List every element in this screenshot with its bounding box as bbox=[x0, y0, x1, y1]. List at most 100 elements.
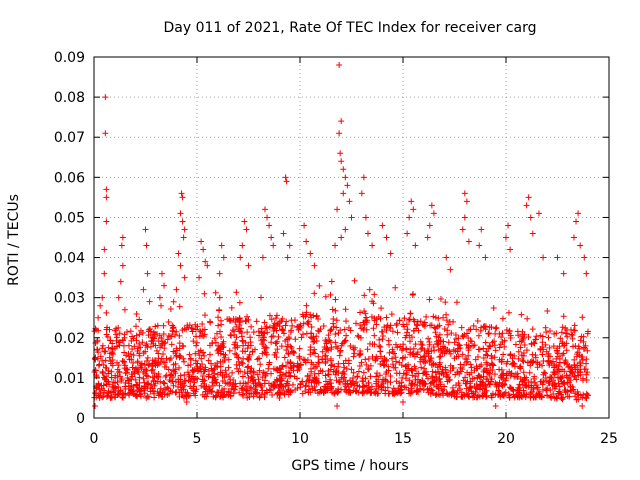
data-point bbox=[479, 379, 486, 386]
data-point bbox=[402, 334, 409, 341]
data-point bbox=[492, 379, 499, 386]
data-point bbox=[359, 384, 366, 391]
data-point bbox=[445, 321, 452, 328]
data-point bbox=[417, 338, 424, 345]
data-point bbox=[540, 254, 547, 261]
data-point bbox=[209, 379, 216, 386]
data-point bbox=[150, 334, 157, 341]
data-point bbox=[560, 270, 567, 277]
data-point bbox=[413, 370, 420, 377]
data-point bbox=[255, 328, 262, 335]
data-point bbox=[524, 359, 531, 366]
data-point bbox=[107, 337, 114, 344]
data-point bbox=[177, 210, 184, 217]
data-point bbox=[118, 242, 125, 249]
data-point bbox=[577, 360, 584, 367]
data-point bbox=[268, 339, 275, 346]
data-point bbox=[392, 284, 399, 291]
data-point bbox=[584, 369, 591, 376]
data-point bbox=[351, 350, 358, 357]
data-point bbox=[496, 344, 503, 351]
data-point bbox=[313, 375, 320, 382]
data-point bbox=[477, 327, 484, 334]
y-axis-label: ROTI / TECUs bbox=[6, 194, 22, 286]
data-point bbox=[583, 371, 590, 378]
data-point bbox=[192, 388, 199, 395]
data-point bbox=[528, 341, 535, 348]
data-point bbox=[366, 286, 373, 293]
data-point bbox=[447, 266, 454, 273]
data-point bbox=[180, 355, 187, 362]
data-point bbox=[196, 352, 203, 359]
data-point bbox=[215, 342, 222, 349]
data-point bbox=[583, 270, 590, 277]
data-point bbox=[426, 358, 433, 365]
data-point bbox=[525, 384, 532, 391]
data-point bbox=[122, 386, 129, 393]
data-point bbox=[143, 372, 150, 379]
data-point bbox=[444, 390, 451, 397]
data-point bbox=[543, 348, 550, 355]
data-point bbox=[179, 218, 186, 225]
data-point bbox=[555, 374, 562, 381]
data-point bbox=[345, 357, 352, 364]
data-point bbox=[418, 346, 425, 353]
data-point bbox=[270, 242, 277, 249]
data-point bbox=[461, 214, 468, 221]
data-point bbox=[465, 238, 472, 245]
data-point bbox=[149, 374, 156, 381]
data-point bbox=[231, 328, 238, 335]
data-point bbox=[543, 329, 550, 336]
data-point bbox=[281, 354, 288, 361]
data-point bbox=[521, 342, 528, 349]
data-point bbox=[454, 369, 461, 376]
data-point bbox=[287, 329, 294, 336]
data-point bbox=[332, 339, 339, 346]
data-point bbox=[113, 325, 120, 332]
data-point bbox=[170, 298, 177, 305]
data-point bbox=[507, 351, 514, 358]
data-point bbox=[459, 366, 466, 373]
data-point bbox=[259, 254, 266, 261]
data-point bbox=[546, 380, 553, 387]
data-point bbox=[270, 332, 277, 339]
data-point bbox=[191, 379, 198, 386]
data-point bbox=[430, 210, 437, 217]
data-point bbox=[222, 367, 229, 374]
data-point bbox=[144, 354, 151, 361]
data-point bbox=[515, 355, 522, 362]
data-point bbox=[485, 330, 492, 337]
data-point bbox=[308, 334, 315, 341]
data-point bbox=[271, 351, 278, 358]
data-point bbox=[126, 356, 133, 363]
data-point bbox=[100, 370, 107, 377]
data-point bbox=[449, 384, 456, 391]
data-point bbox=[277, 378, 284, 385]
data-point bbox=[580, 391, 587, 398]
data-point bbox=[490, 362, 497, 369]
data-point bbox=[403, 371, 410, 378]
data-point bbox=[331, 363, 338, 370]
data-point bbox=[253, 318, 260, 325]
data-point bbox=[190, 375, 197, 382]
data-point bbox=[122, 362, 129, 369]
data-point bbox=[298, 334, 305, 341]
data-point bbox=[351, 277, 358, 284]
data-point bbox=[244, 364, 251, 371]
data-point bbox=[143, 358, 150, 365]
data-point bbox=[561, 360, 568, 367]
data-point bbox=[571, 327, 578, 334]
data-point bbox=[206, 342, 213, 349]
data-point bbox=[553, 395, 560, 402]
data-point bbox=[500, 393, 507, 400]
data-point bbox=[561, 379, 568, 386]
data-point bbox=[180, 234, 187, 241]
data-point bbox=[518, 338, 525, 345]
data-point bbox=[105, 344, 112, 351]
data-point bbox=[102, 130, 109, 137]
data-point bbox=[375, 376, 382, 383]
data-point bbox=[341, 339, 348, 346]
data-point bbox=[307, 365, 314, 372]
data-point bbox=[160, 379, 167, 386]
